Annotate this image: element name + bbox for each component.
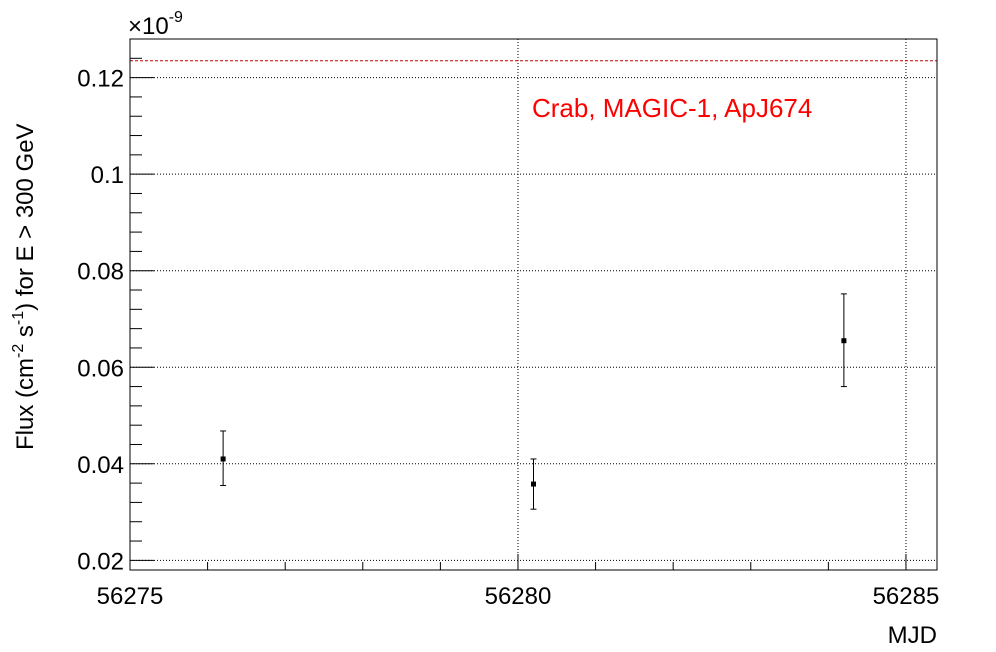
y-tick-label: 0.12 — [77, 66, 124, 93]
y-axis-title-part: ) for E > 300 GeV — [12, 123, 39, 310]
y-tick-label: 0.04 — [77, 452, 124, 479]
plot-frame — [129, 38, 938, 571]
data-point — [531, 481, 536, 487]
x-tick-label: 56275 — [97, 583, 164, 610]
y-tick-label: 0.1 — [91, 162, 124, 189]
grid-layer — [129, 39, 937, 570]
tick-labels-layer: 0.02 0.04 0.06 0.08 0.1 0.12 56275 56280 56285 — [77, 66, 939, 610]
y-axis-multiplier-base: ×10 — [128, 13, 169, 40]
y-axis-multiplier-exponent: -9 — [169, 9, 183, 26]
x-tick-label: 56285 — [873, 583, 940, 610]
y-axis-title-part: s — [12, 325, 39, 344]
y-axis-title-sup: -2 — [10, 344, 27, 358]
y-axis-title-part: Flux (cm — [12, 358, 39, 450]
y-tick-label: 0.02 — [77, 548, 124, 575]
ticks-layer — [129, 38, 907, 570]
y-axis-title-sup: -1 — [10, 311, 27, 325]
data-point — [841, 338, 847, 344]
data-point — [220, 456, 226, 462]
y-axis-title: Flux (cm-2 s-1) for E > 300 GeV — [10, 123, 39, 450]
data-points-layer — [220, 293, 847, 510]
x-axis-title: MJD — [888, 622, 937, 649]
annotation-text: Crab, MAGIC-1, ApJ674 — [532, 93, 812, 123]
y-tick-label: 0.08 — [77, 259, 124, 286]
y-tick-label: 0.06 — [77, 355, 124, 382]
x-tick-label: 56280 — [485, 583, 552, 610]
y-axis-multiplier: ×10-9 — [128, 9, 183, 40]
